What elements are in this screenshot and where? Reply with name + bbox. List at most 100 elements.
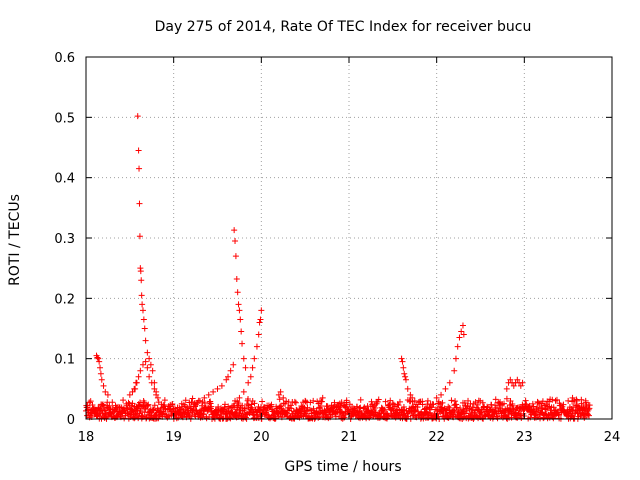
data-point bbox=[134, 113, 141, 120]
data-point bbox=[457, 415, 464, 422]
data-point bbox=[401, 370, 408, 377]
data-point bbox=[465, 397, 472, 404]
data-point bbox=[139, 307, 146, 314]
data-point bbox=[446, 379, 453, 386]
y-tick-label: 0.1 bbox=[54, 353, 75, 368]
data-point bbox=[136, 200, 143, 207]
data-point bbox=[207, 400, 214, 407]
data-point bbox=[448, 397, 455, 404]
data-point bbox=[134, 405, 141, 412]
data-point bbox=[438, 391, 445, 398]
data-point bbox=[258, 307, 265, 314]
data-point bbox=[526, 402, 533, 409]
data-point bbox=[474, 401, 481, 408]
data-point bbox=[433, 394, 440, 401]
data-point bbox=[236, 394, 243, 401]
data-point bbox=[492, 396, 499, 403]
data-point bbox=[205, 391, 212, 398]
x-tick-labels: 18 19 20 21 22 23 24 bbox=[78, 430, 621, 445]
data-point bbox=[291, 398, 298, 405]
data-point bbox=[138, 292, 145, 299]
x-tick-label: 22 bbox=[428, 430, 445, 445]
data-point bbox=[573, 397, 580, 404]
data-point bbox=[389, 400, 396, 407]
y-tick-label: 0 bbox=[67, 413, 75, 428]
data-point bbox=[201, 400, 208, 407]
data-point bbox=[240, 355, 247, 362]
data-point bbox=[375, 396, 382, 403]
data-point bbox=[257, 316, 264, 323]
data-point bbox=[396, 398, 403, 405]
data-point bbox=[136, 233, 143, 240]
data-point bbox=[585, 406, 592, 413]
data-point bbox=[288, 405, 295, 412]
data-point bbox=[129, 400, 136, 407]
data-point bbox=[87, 398, 94, 405]
data-point bbox=[445, 403, 452, 410]
data-point bbox=[255, 331, 262, 338]
data-point bbox=[86, 399, 93, 406]
data-point bbox=[233, 276, 240, 283]
data-point bbox=[398, 355, 405, 362]
data-point bbox=[142, 358, 149, 365]
data-point bbox=[102, 388, 109, 395]
data-point bbox=[459, 409, 466, 416]
data-point bbox=[132, 379, 139, 386]
data-point bbox=[395, 402, 402, 409]
data-point bbox=[569, 394, 576, 401]
data-point bbox=[237, 316, 244, 323]
data-point bbox=[584, 411, 591, 418]
data-point bbox=[148, 379, 155, 386]
data-point bbox=[517, 412, 524, 419]
data-point bbox=[136, 165, 143, 172]
data-point bbox=[578, 396, 585, 403]
data-point bbox=[125, 399, 132, 406]
data-points bbox=[83, 113, 593, 422]
data-point bbox=[140, 316, 147, 323]
data-point bbox=[94, 354, 101, 361]
data-point bbox=[189, 395, 196, 402]
data-point bbox=[139, 301, 146, 308]
data-point bbox=[214, 385, 221, 392]
data-point bbox=[86, 406, 93, 413]
data-point bbox=[553, 396, 560, 403]
data-point bbox=[581, 414, 588, 421]
data-point bbox=[275, 391, 282, 398]
data-point bbox=[210, 388, 217, 395]
data-point bbox=[221, 401, 228, 408]
data-point bbox=[201, 394, 208, 401]
data-point bbox=[280, 394, 287, 401]
data-point bbox=[249, 406, 256, 413]
data-point bbox=[457, 405, 464, 412]
data-point bbox=[234, 289, 241, 296]
data-point bbox=[238, 328, 245, 335]
data-point bbox=[160, 401, 167, 408]
data-point bbox=[154, 394, 161, 401]
data-point bbox=[342, 411, 349, 418]
data-point bbox=[363, 415, 370, 422]
data-point bbox=[150, 406, 157, 413]
data-point bbox=[144, 364, 151, 371]
data-point bbox=[404, 385, 411, 392]
y-tick-label: 0.4 bbox=[54, 172, 75, 187]
data-point bbox=[451, 367, 458, 374]
data-point bbox=[126, 391, 133, 398]
data-point bbox=[146, 373, 153, 380]
x-tick-label: 21 bbox=[341, 430, 358, 445]
data-point bbox=[153, 391, 160, 398]
data-point bbox=[109, 399, 116, 406]
data-point bbox=[316, 404, 323, 411]
data-point bbox=[494, 415, 501, 422]
data-point bbox=[552, 397, 559, 404]
data-point bbox=[240, 388, 247, 395]
data-point bbox=[248, 404, 255, 411]
data-point bbox=[104, 399, 111, 406]
data-point bbox=[138, 277, 145, 284]
data-point bbox=[424, 397, 431, 404]
axis-ticks bbox=[85, 56, 613, 420]
data-point bbox=[315, 414, 322, 421]
data-point bbox=[503, 395, 510, 402]
data-point bbox=[144, 349, 151, 356]
data-point bbox=[101, 406, 108, 413]
data-point bbox=[586, 402, 593, 409]
